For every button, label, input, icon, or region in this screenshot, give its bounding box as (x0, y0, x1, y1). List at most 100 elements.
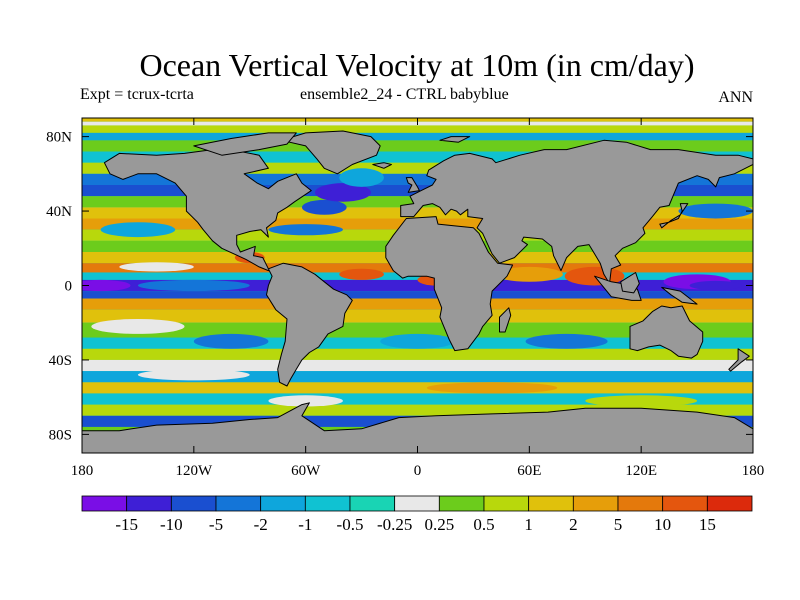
velocity-band (82, 140, 753, 152)
colorbar-label: 15 (699, 515, 716, 534)
colorbar: -15 -10 -5 -2 -1 -0.5 -0.25 0.25 0.5 1 2 5 10 15 (81, 495, 753, 534)
land-uk (405, 177, 420, 193)
colorbar-box (126, 495, 172, 512)
colorbar-box (81, 495, 128, 512)
velocity-patch (268, 224, 343, 236)
colorbar-label: 10 (654, 515, 671, 534)
land-madagascar (499, 307, 512, 333)
y-tick-label: 0 (65, 279, 73, 295)
colorbar-box (438, 495, 485, 512)
colorbar-box (260, 495, 306, 512)
subtitle-ensemble: ensemble2_24 - CTRL babyblue (300, 86, 509, 103)
y-tick-label: 80S (49, 427, 72, 443)
velocity-patch (119, 262, 194, 272)
land-svalbard (439, 136, 471, 143)
velocity-patch (585, 395, 698, 407)
velocity-band (82, 348, 753, 360)
velocity-patch (314, 183, 371, 202)
x-tick-label: 60E (517, 463, 541, 479)
subtitle-season: ANN (718, 89, 753, 106)
velocity-band (82, 309, 753, 323)
land-mask (82, 130, 753, 453)
velocity-band (82, 151, 753, 163)
colorbar-label: -2 (254, 515, 268, 534)
colorbar-box (394, 495, 440, 512)
land-iceland (372, 162, 392, 169)
colorbar-box (304, 495, 351, 512)
velocity-patch (339, 168, 384, 187)
velocity-patch (689, 280, 742, 291)
x-tick-label: 180 (742, 463, 765, 479)
land-eurasia (400, 139, 753, 285)
velocity-band (82, 371, 753, 383)
land-australia (629, 305, 704, 359)
land-new-zealand (728, 348, 750, 372)
land-arctic-islands (193, 132, 297, 156)
colorbar-box (662, 495, 708, 512)
colorbar-box (349, 495, 396, 512)
velocity-patch (678, 203, 753, 219)
y-tick-label: 40N (46, 204, 72, 220)
y-tick-label: 80N (46, 130, 72, 146)
velocity-band (82, 382, 753, 394)
land-borneo (620, 272, 640, 294)
land-greenland (280, 130, 381, 175)
velocity-patch (339, 268, 384, 280)
land-north-america (103, 149, 312, 272)
velocity-patch (426, 382, 558, 394)
subtitle-experiment: Expt = tcrux-tcrta (80, 86, 194, 103)
colorbar-label: 5 (614, 515, 623, 534)
x-axis-ticks: 180 120W 60W 0 60E 120E 180 (71, 118, 765, 479)
colorbar-box (617, 495, 664, 512)
x-tick-label: 60W (291, 463, 321, 479)
colorbar-box (483, 495, 530, 512)
velocity-patch (301, 199, 347, 215)
colorbar-label: 1 (524, 515, 533, 534)
velocity-band (82, 279, 753, 292)
y-tick-label: 40S (49, 353, 72, 369)
colorbar-label: -5 (209, 515, 223, 534)
map-plot-area (81, 117, 754, 454)
land-south-america (266, 262, 353, 387)
velocity-patch (137, 279, 250, 292)
land-japan (659, 203, 689, 229)
colorbar-box (528, 495, 574, 512)
land-africa (385, 216, 514, 352)
velocity-patch (137, 369, 250, 381)
colorbar-label: -10 (160, 515, 183, 534)
velocity-band (82, 132, 753, 141)
x-tick-label: 0 (414, 463, 422, 479)
velocity-patch (91, 319, 185, 334)
velocity-patch (495, 266, 563, 282)
velocity-band (82, 322, 753, 338)
x-tick-label: 120E (625, 463, 657, 479)
colorbar-label: -15 (115, 515, 138, 534)
velocity-patch (82, 279, 131, 292)
velocity-band (82, 404, 753, 416)
velocity-band (82, 298, 753, 310)
velocity-patch (100, 222, 176, 238)
x-tick-label: 180 (71, 463, 94, 479)
colorbar-label: 2 (569, 515, 578, 534)
velocity-band (82, 125, 753, 133)
velocity-patch (525, 333, 608, 349)
colorbar-label: 0.5 (473, 515, 494, 534)
x-tick-label: 120W (175, 463, 213, 479)
velocity-patch (193, 333, 269, 349)
velocity-band (82, 359, 753, 372)
colorbar-box (170, 495, 217, 512)
colorbar-label: -1 (298, 515, 312, 534)
velocity-band (82, 291, 753, 299)
land-indonesia (594, 275, 642, 301)
colorbar-box (706, 495, 753, 512)
velocity-band (82, 173, 753, 185)
colorbar-label: -0.25 (377, 515, 412, 534)
y-axis-ticks: 80N 40N 0 40S 80S (46, 130, 753, 443)
land-antarctica (82, 402, 753, 453)
velocity-band (82, 393, 753, 405)
land-new-guinea (661, 286, 698, 305)
colorbar-label: -0.5 (337, 515, 364, 534)
colorbar-box (572, 495, 619, 512)
colorbar-box (215, 495, 262, 512)
